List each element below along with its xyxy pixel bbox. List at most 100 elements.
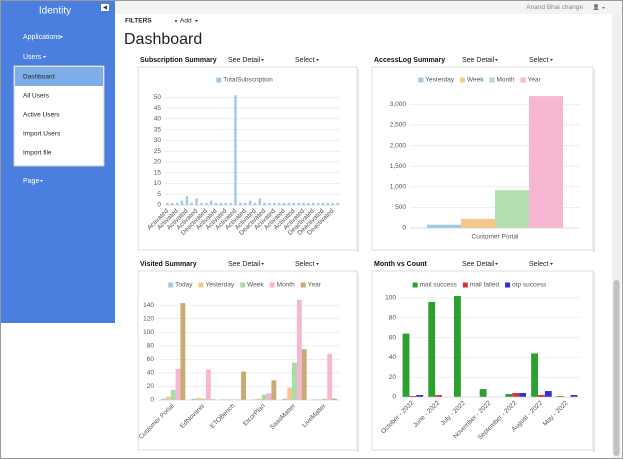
- legend-swatch: [462, 282, 468, 288]
- bar: [322, 398, 328, 400]
- bar: [505, 394, 513, 397]
- y-tick-label: 40: [154, 116, 162, 123]
- bar: [180, 200, 184, 205]
- y-tick-label: 1,000: [390, 184, 407, 191]
- legend-item: Yesterday: [418, 77, 455, 84]
- bar: [191, 398, 197, 400]
- brand[interactable]: Identity: [39, 6, 71, 17]
- bar: [409, 396, 417, 397]
- bar: [570, 395, 578, 397]
- bar: [495, 190, 529, 228]
- y-tick-label: 2,500: [390, 122, 407, 129]
- bar: [175, 202, 179, 205]
- panel-shadow: [593, 273, 595, 452]
- legend-swatch: [520, 77, 526, 83]
- legend-swatch: [505, 282, 511, 288]
- legend-label: Year: [308, 282, 322, 289]
- bar: [210, 399, 216, 400]
- bar: [529, 96, 563, 228]
- legend-item: mail failed: [462, 282, 500, 289]
- caret: [60, 36, 63, 38]
- legend-swatch: [269, 282, 275, 288]
- legend-label: Week: [467, 77, 484, 84]
- user-icon[interactable]: [594, 4, 598, 8]
- bar: [229, 202, 232, 205]
- see-detail[interactable]: See Detail: [462, 57, 495, 64]
- bar: [190, 202, 193, 205]
- bar: [271, 380, 277, 400]
- collapse-icon: [103, 5, 107, 10]
- bar: [180, 303, 186, 400]
- see-detail[interactable]: See Detail: [462, 261, 495, 268]
- user-name[interactable]: Anand Bhai change: [526, 4, 583, 11]
- menu-item[interactable]: Applications: [23, 34, 61, 41]
- legend-swatch: [489, 77, 495, 83]
- add-button[interactable]: Add: [180, 18, 192, 25]
- submenu-item[interactable]: Import file: [23, 150, 52, 157]
- y-tick-label: 30: [154, 137, 162, 144]
- caret: [550, 59, 553, 61]
- select[interactable]: Select: [295, 57, 315, 64]
- legend-item: otp success: [505, 282, 547, 289]
- bar: [301, 349, 307, 400]
- menu-item[interactable]: Users: [23, 54, 42, 61]
- panel-title: Subscription Summary: [140, 57, 217, 64]
- menu-item[interactable]: Page: [23, 178, 39, 185]
- y-tick-label: 3,000: [390, 101, 407, 108]
- filters[interactable]: FILTERS: [125, 18, 152, 25]
- bar: [248, 200, 252, 205]
- y-tick-label: 0: [392, 394, 396, 401]
- scrollbar[interactable]: [612, 14, 621, 458]
- bar: [263, 202, 266, 205]
- submenu-item[interactable]: All Users: [23, 93, 50, 100]
- see-detail[interactable]: See Detail: [228, 261, 261, 268]
- bar: [296, 299, 302, 400]
- legend-swatch: [459, 77, 465, 83]
- bar: [253, 202, 257, 205]
- legend-label: mail success: [420, 282, 458, 289]
- y-tick-label: 40: [147, 370, 155, 377]
- submenu-item[interactable]: Import Users: [23, 131, 61, 138]
- user-icon-body: [593, 8, 599, 10]
- legend-item: Week: [459, 77, 484, 84]
- bar: [239, 202, 242, 205]
- y-tick-label: 60: [147, 356, 155, 363]
- bar: [336, 202, 339, 205]
- select[interactable]: Select: [295, 261, 315, 268]
- select[interactable]: Select: [529, 57, 549, 64]
- bar: [201, 398, 206, 400]
- legend-label: Week: [247, 282, 264, 289]
- bar: [544, 391, 552, 397]
- see-detail[interactable]: See Detail: [228, 57, 261, 64]
- bar: [165, 396, 171, 400]
- select[interactable]: Select: [529, 261, 549, 268]
- legend-label: mail failed: [470, 282, 500, 289]
- y-tick-label: 140: [143, 302, 154, 309]
- bar: [531, 353, 538, 397]
- caret: [602, 7, 605, 9]
- caret: [550, 263, 553, 265]
- bar: [282, 202, 286, 205]
- bar: [321, 202, 325, 205]
- bar: [185, 196, 189, 205]
- bar: [252, 399, 257, 400]
- legend-item: Month: [489, 77, 515, 84]
- legend-label: Today: [175, 282, 193, 289]
- y-tick-label: 1,500: [390, 163, 407, 170]
- legend-item: Year: [300, 282, 322, 289]
- caret: [261, 59, 264, 61]
- bar: [312, 399, 318, 400]
- submenu-item[interactable]: Active Users: [23, 112, 60, 119]
- bar: [287, 387, 293, 400]
- y-tick-label: 10: [154, 180, 162, 187]
- bar: [241, 371, 246, 400]
- legend-label: otp success: [512, 282, 547, 289]
- bar: [161, 398, 166, 400]
- legend-item: Month: [269, 282, 295, 289]
- scroll-thumb[interactable]: [613, 280, 620, 456]
- y-tick-label: 20: [147, 383, 155, 390]
- submenu-item[interactable]: Dashboard: [23, 74, 55, 81]
- legend-item: Yesterday: [198, 282, 235, 289]
- legend-label: Yesterday: [205, 282, 234, 289]
- bar: [266, 393, 272, 400]
